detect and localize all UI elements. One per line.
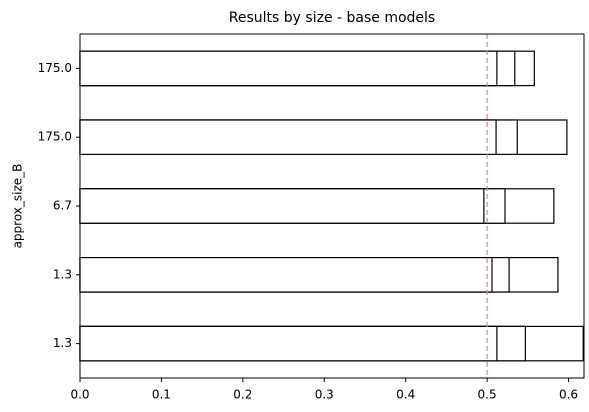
plot-frame xyxy=(79,33,585,379)
x-tick-label: 0.1 xyxy=(152,388,171,402)
x-tick-label: 0.3 xyxy=(315,388,334,402)
bar xyxy=(79,119,497,156)
y-tick-label: 1.3 xyxy=(53,267,72,281)
bar xyxy=(79,257,493,293)
chart-title: Results by size - base models xyxy=(229,10,435,26)
x-tick-label: 0.4 xyxy=(396,388,415,402)
y-tick-label: 6.7 xyxy=(53,199,72,213)
x-tick-label: 0.5 xyxy=(478,388,497,402)
y-tick-label: 1.3 xyxy=(53,336,72,350)
y-tick-label: 175.0 xyxy=(38,130,72,144)
bar xyxy=(79,325,498,362)
y-axis-label: approx_size_B xyxy=(11,164,25,249)
x-tick-label: 0.6 xyxy=(559,388,578,402)
x-tick-label: 0.2 xyxy=(233,388,252,402)
bar xyxy=(79,50,498,87)
bar xyxy=(79,188,485,224)
y-tick-label: 175.0 xyxy=(38,61,72,75)
x-tick-label: 0.0 xyxy=(70,388,89,402)
